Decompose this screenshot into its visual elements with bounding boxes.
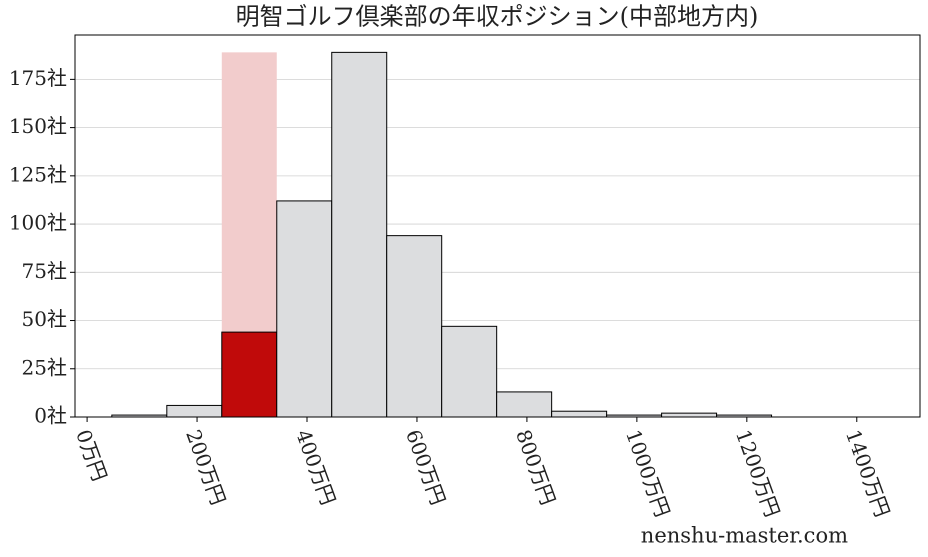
y-tick-label: 150社 [9, 114, 67, 138]
x-tick-label: 1000万円 [621, 426, 675, 520]
x-tick-label: 1200万円 [731, 426, 785, 520]
y-tick-label: 100社 [9, 211, 67, 235]
bar [661, 412, 718, 418]
x-tick-label: 600万円 [401, 426, 450, 508]
bar [496, 391, 553, 418]
bar [221, 331, 278, 418]
watermark: nenshu-master.com [641, 524, 848, 548]
y-tick-label: 125社 [9, 162, 67, 186]
y-tick-label: 75社 [22, 259, 67, 283]
x-tick-label: 400万円 [291, 426, 340, 508]
y-tick-label: 175社 [9, 66, 67, 90]
y-tick-label: 25社 [22, 355, 67, 379]
y-tick-label: 50社 [22, 307, 67, 331]
x-tick-label: 200万円 [181, 426, 230, 508]
bar [551, 410, 608, 418]
x-tick-label: 800万円 [511, 426, 560, 508]
bar [276, 200, 333, 418]
bar [331, 51, 388, 418]
y-tick-label: 0社 [34, 404, 67, 428]
plot-frame [74, 34, 921, 418]
x-tick-label: 0万円 [71, 426, 112, 484]
bar [441, 325, 498, 418]
x-tick-label: 1400万円 [841, 426, 895, 520]
bar [166, 404, 223, 418]
chart-title: 明智ゴルフ倶楽部の年収ポジション(中部地方内) [236, 3, 759, 31]
bar [386, 235, 443, 418]
